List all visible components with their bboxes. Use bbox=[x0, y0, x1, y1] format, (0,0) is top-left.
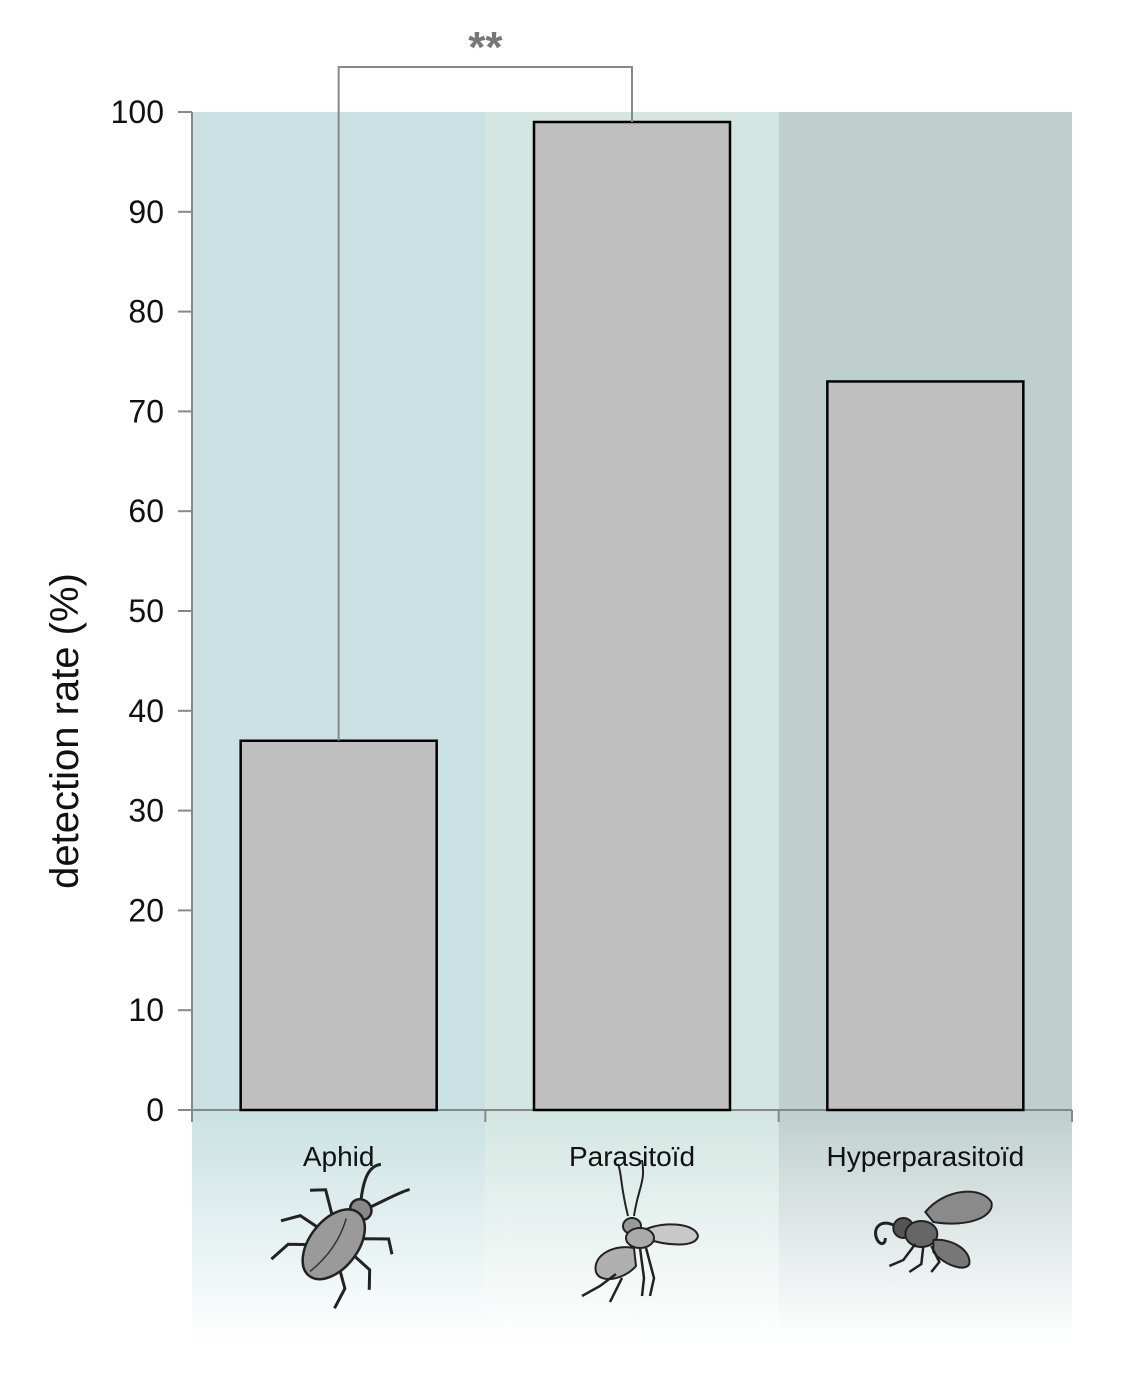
parasitoid-abdomen bbox=[594, 1246, 638, 1281]
aphid-icon bbox=[270, 1162, 411, 1310]
significance-label: ** bbox=[468, 23, 503, 72]
bar-3 bbox=[826, 380, 1025, 1112]
y-tick-label: 0 bbox=[146, 1092, 164, 1128]
category-label: Hyperparasitoïd bbox=[827, 1141, 1025, 1172]
y-tick-label: 70 bbox=[128, 393, 164, 429]
y-tick-label: 10 bbox=[128, 992, 164, 1028]
y-tick-label: 90 bbox=[128, 194, 164, 230]
y-tick-label: 50 bbox=[128, 593, 164, 629]
aphid-leg bbox=[309, 1188, 336, 1222]
hyperparasitoid-antenna bbox=[874, 1221, 897, 1246]
y-tick-label: 100 bbox=[111, 94, 164, 130]
aphid-leg bbox=[347, 1249, 372, 1290]
category-label: Parasitoïd bbox=[569, 1141, 695, 1172]
bar-2 bbox=[532, 120, 732, 1112]
hyperparasitoid-leg bbox=[908, 1245, 925, 1274]
category-label: Aphid bbox=[303, 1141, 375, 1172]
y-tick-label: 40 bbox=[128, 693, 164, 729]
y-tick-label: 20 bbox=[128, 892, 164, 928]
aphid-body-line bbox=[309, 1218, 347, 1273]
y-axis-title: detection rate (%) bbox=[43, 573, 87, 889]
y-tick-label: 30 bbox=[128, 793, 164, 829]
hyperparasitoid-abdomen bbox=[932, 1238, 971, 1269]
parasitoid-wasp-icon bbox=[581, 1159, 700, 1303]
hyperparasitoid-leg bbox=[930, 1245, 941, 1273]
hyperparasitoid-leg bbox=[888, 1243, 917, 1268]
parasitoid-leg bbox=[638, 1247, 646, 1297]
y-tick-label: 60 bbox=[128, 493, 164, 529]
parasitoid-wing bbox=[643, 1223, 700, 1246]
parasitoid-antenna bbox=[617, 1159, 644, 1217]
significance-bracket bbox=[337, 66, 633, 741]
aphid-leg bbox=[355, 1237, 394, 1255]
hyperparasitoid-wing bbox=[924, 1190, 993, 1225]
y-tick-label: 80 bbox=[128, 294, 164, 330]
parasitoid-leg bbox=[608, 1277, 624, 1303]
hyperparasitoid-thorax bbox=[904, 1220, 939, 1248]
parasitoid-thorax bbox=[625, 1227, 655, 1249]
parasitoid-leg bbox=[644, 1247, 656, 1297]
bar-1 bbox=[239, 739, 438, 1112]
aphid-antenna bbox=[359, 1162, 411, 1209]
aphid-body bbox=[301, 1208, 367, 1281]
aphid-leg bbox=[280, 1214, 325, 1233]
parasitoid-leg bbox=[581, 1273, 617, 1298]
hyperparasitoid-wasp-icon bbox=[874, 1190, 993, 1274]
